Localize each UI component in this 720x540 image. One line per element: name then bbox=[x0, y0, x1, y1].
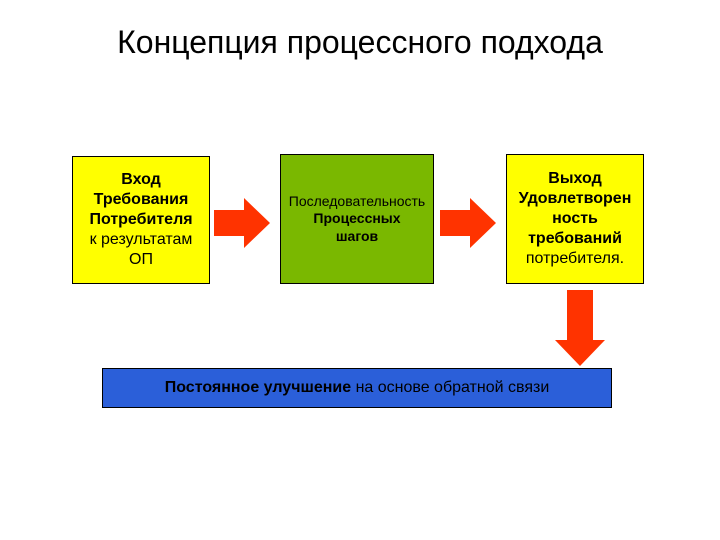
box-line: Удовлетворен bbox=[519, 189, 632, 209]
box-line: шагов bbox=[289, 228, 425, 246]
box-line: ОП bbox=[89, 250, 192, 270]
bar-text: на основе обратной связи bbox=[351, 379, 549, 396]
box-line: потребителя. bbox=[519, 249, 632, 269]
title-text: Концепция процессного подхода bbox=[117, 24, 603, 60]
box-line: требований bbox=[519, 229, 632, 249]
feedback-bar: Постоянное улучшение на основе обратной … bbox=[102, 368, 612, 408]
process-box: ПоследовательностьПроцессныхшагов bbox=[280, 154, 434, 284]
box-line: Процессных bbox=[289, 210, 425, 228]
box-line: Требования bbox=[89, 190, 192, 210]
box-line: ность bbox=[519, 209, 632, 229]
input-box: ВходТребованияПотребителяк результатамОП bbox=[72, 156, 210, 284]
page-title: Концепция процессного подхода bbox=[0, 24, 720, 61]
arrow-process-to-output bbox=[440, 198, 496, 248]
box-line: Выход bbox=[519, 169, 632, 189]
box-line: к результатам bbox=[89, 230, 192, 250]
output-box: ВыходУдовлетворенностьтребованийпотребит… bbox=[506, 154, 644, 284]
box-line: Потребителя bbox=[89, 210, 192, 230]
bar-text: Постоянное улучшение bbox=[165, 379, 351, 396]
box-line: Последовательность bbox=[289, 193, 425, 211]
box-line: Вход bbox=[89, 170, 192, 190]
arrow-input-to-process bbox=[214, 198, 270, 248]
arrow-output-to-feedback bbox=[555, 290, 605, 366]
